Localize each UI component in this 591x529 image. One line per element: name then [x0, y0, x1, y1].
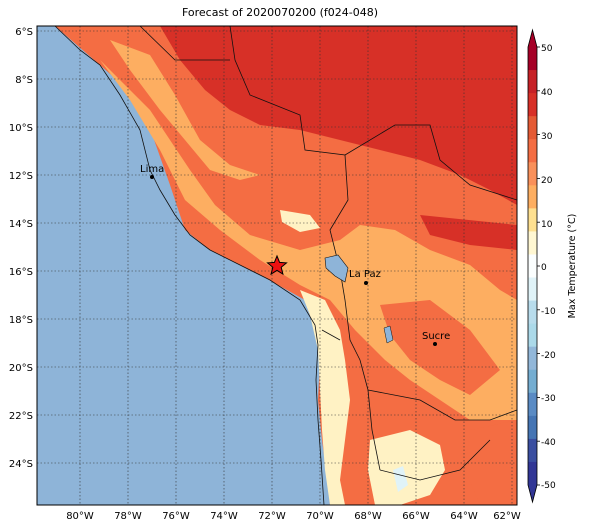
map-frame: [36, 25, 518, 506]
gridlines: [37, 26, 517, 505]
colorbar-swatch: [528, 162, 537, 186]
colorbar-extend-bottom: [528, 485, 537, 502]
city-dot: [433, 342, 437, 346]
lat-tick-labels: 6°S 8°S 10°S 12°S 14°S 16°S 18°S 20°S 22…: [9, 27, 33, 470]
lon-tick-label: 64°W: [450, 511, 478, 522]
colorbar-swatch: [528, 208, 537, 232]
colorbar-tick-label: -30: [541, 394, 556, 404]
colorbar-tick-label: 20: [541, 176, 553, 186]
colorbar-tick-label: 30: [541, 132, 553, 142]
lat-tick-label: 14°S: [9, 219, 33, 230]
lat-tick-label: 16°S: [9, 267, 33, 278]
city-label-lima: Lima: [140, 164, 164, 175]
lat-tick-label: 6°S: [15, 27, 33, 38]
colorbar-extend-top: [528, 30, 537, 47]
colorbar-label: Max Temperature (°C): [567, 214, 578, 319]
colorbar-swatch: [528, 346, 537, 371]
map-title: Forecast of 2020070200 (f024-048): [181, 6, 379, 19]
colorbar-tick-labels: 50 40 30 20 10 0 -10 -20 -30 -40 -50: [541, 44, 556, 491]
colorbar-swatch: [528, 70, 537, 94]
colorbar-swatch: [528, 254, 537, 279]
colorbar-tick-label: 40: [541, 88, 553, 98]
lake-titicaca: [324, 254, 349, 283]
lon-tick-label: 72°W: [258, 511, 286, 522]
lon-tick-label: 68°W: [354, 511, 382, 522]
lat-tick-label: 18°S: [9, 315, 33, 326]
colorbar-swatch: [528, 323, 537, 348]
colorbar-swatch: [528, 116, 537, 140]
red-star-marker: [266, 254, 288, 276]
colorbar-tick-label: -40: [541, 438, 556, 448]
lon-tick-label: 80°W: [66, 511, 94, 522]
lon-tick-label: 62°W: [493, 511, 521, 522]
mild-zone-north: [110, 40, 260, 180]
cool-zone: [280, 210, 320, 232]
coastline: [54, 26, 325, 505]
colorbar-swatch: [528, 392, 537, 417]
colorbar-swatch: [528, 93, 537, 117]
warm-patch: [380, 300, 500, 395]
lon-tick-label: 78°W: [114, 511, 142, 522]
colorbar-swatch: [528, 185, 537, 209]
lon-tick-label: 66°W: [402, 511, 430, 522]
lat-tick-label: 22°S: [9, 411, 33, 422]
city-dot: [150, 175, 154, 179]
hot-zone: [160, 26, 517, 205]
cool-zone: [368, 430, 445, 505]
warm-patch: [465, 420, 517, 505]
colorbar-swatch: [528, 369, 537, 394]
colorbar-swatch: [528, 461, 537, 486]
colorbar-tick-label: -20: [541, 351, 556, 361]
colorbar-tick-label: 10: [541, 220, 553, 230]
colorbar-tick-label: 50: [541, 44, 553, 54]
lat-tick-label: 24°S: [9, 459, 33, 470]
lon-tick-label: 70°W: [306, 511, 334, 522]
country-borders: [139, 26, 517, 481]
cool-zone: [300, 290, 350, 505]
warm-patch: [360, 380, 420, 445]
city-label-la-paz: La Paz: [349, 269, 381, 280]
lon-tick-label: 76°W: [162, 511, 190, 522]
colorbar-swatch: [528, 438, 537, 463]
colorbar-swatch: [528, 47, 537, 71]
colorbar-swatch: [528, 139, 537, 163]
city-dot: [364, 281, 368, 285]
colorbar-swatch: [528, 231, 537, 255]
cool-spot: [393, 466, 408, 492]
city-markers: [150, 175, 437, 346]
colorbar-tick-label: -10: [541, 307, 556, 317]
lat-tick-label: 12°S: [9, 171, 33, 182]
lat-tick-label: 10°S: [9, 123, 33, 134]
colorbar-swatch: [528, 277, 537, 302]
lon-tick-labels: 80°W 78°W 76°W 74°W 72°W 70°W 68°W 66°W …: [66, 511, 521, 522]
colorbar-tick-label: -50: [541, 481, 556, 491]
colorbar: [527, 28, 540, 504]
colorbar-tick-label: 0: [541, 263, 547, 273]
lake-poopo: [383, 325, 394, 344]
colorbar-swatch: [528, 415, 537, 440]
lon-tick-label: 74°W: [210, 511, 238, 522]
hot-zone-east: [420, 215, 517, 250]
city-label-sucre: Sucre: [422, 331, 450, 342]
colorbar-swatch: [528, 300, 537, 325]
lat-tick-label: 8°S: [15, 75, 33, 86]
lat-tick-label: 20°S: [9, 363, 33, 374]
